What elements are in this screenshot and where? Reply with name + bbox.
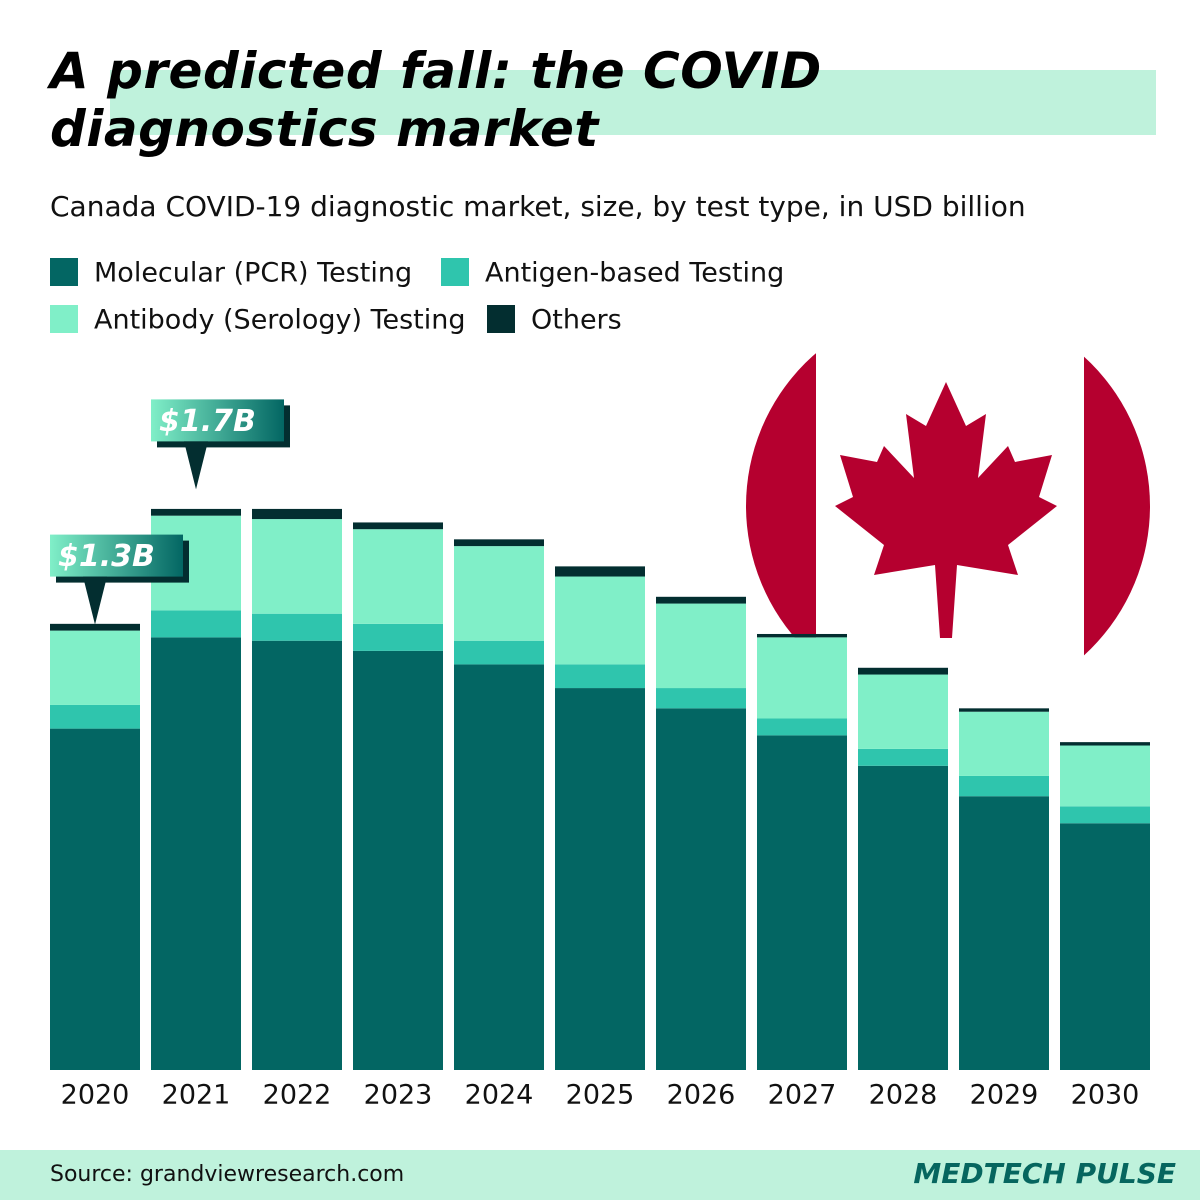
legend-label: Antibody (Serology) Testing <box>94 305 466 336</box>
footer-band <box>0 1150 1200 1200</box>
x-tick-label: 2030 <box>1071 1080 1140 1111</box>
bar-segment <box>858 667 948 675</box>
bar-segment <box>454 546 544 641</box>
bar-segment <box>555 664 645 689</box>
bar-segment <box>757 718 847 736</box>
bar-segment <box>959 775 1049 797</box>
bar-segment <box>656 688 746 709</box>
callout-box <box>50 534 183 577</box>
bar-segment <box>1060 823 1150 1070</box>
callout-label: $1.3B <box>58 539 155 574</box>
bar-segment <box>858 674 948 749</box>
bar-segment <box>252 519 342 614</box>
legend-swatch <box>487 305 515 333</box>
bar-segment <box>656 708 746 1070</box>
legend-swatch <box>441 258 469 286</box>
bar-segment <box>959 708 1049 712</box>
bar-segment <box>959 796 1049 1070</box>
bar-segment <box>1060 742 1150 746</box>
bar-segment <box>50 630 140 705</box>
x-tick-label: 2020 <box>61 1080 130 1111</box>
bar-segment <box>353 529 443 624</box>
x-tick-label: 2024 <box>465 1080 534 1111</box>
x-tick-label: 2021 <box>162 1080 231 1111</box>
callout-label: $1.7B <box>159 404 256 439</box>
bar-segment <box>252 613 342 641</box>
bar-segment <box>252 640 342 1070</box>
bar-segment <box>50 704 140 729</box>
callout-pointer <box>83 576 107 625</box>
legend-label: Antigen-based Testing <box>485 258 784 289</box>
bar-segment <box>353 522 443 530</box>
legend-swatch <box>50 258 78 286</box>
bar-segment <box>656 603 746 689</box>
legend-swatch <box>50 305 78 333</box>
callout-box <box>151 399 284 442</box>
bar-segment <box>151 610 241 638</box>
legend-label: Molecular (PCR) Testing <box>94 258 412 289</box>
x-tick-label: 2022 <box>263 1080 332 1111</box>
title-highlight <box>110 70 1156 135</box>
bar-segment <box>757 633 847 638</box>
bar-segment <box>353 623 443 651</box>
bar-segment <box>454 664 544 1070</box>
chart-subtitle: Canada COVID-19 diagnostic market, size,… <box>50 190 1026 223</box>
x-tick-label: 2023 <box>364 1080 433 1111</box>
bar-segment <box>555 688 645 1070</box>
brand: MEDTECH PULSE <box>913 1157 1176 1190</box>
bar-segment <box>555 576 645 665</box>
bar-segment <box>1060 745 1150 807</box>
bar-segment <box>757 735 847 1070</box>
bar-segment <box>656 596 746 604</box>
bar-segment <box>353 650 443 1070</box>
x-tick-label: 2029 <box>970 1080 1039 1111</box>
bar-segment <box>50 623 140 631</box>
bar-segment <box>959 711 1049 776</box>
bar-segment <box>151 508 241 516</box>
chart-title: A predicted fall: the COVID diagnostics … <box>50 42 822 158</box>
bar-segment <box>454 539 544 547</box>
bar-segment <box>252 508 342 520</box>
bar-segment <box>858 748 948 766</box>
bar-segment <box>151 637 241 1070</box>
bar-segment <box>1060 806 1150 824</box>
callout-pointer <box>184 441 208 490</box>
bar-segment <box>454 640 544 665</box>
source: Source: grandviewresearch.com <box>50 1162 405 1187</box>
bar-segment <box>858 765 948 1070</box>
bar-segment <box>50 728 140 1070</box>
legend-label: Others <box>531 305 622 336</box>
bar-segment <box>757 637 847 719</box>
x-tick-label: 2025 <box>566 1080 635 1111</box>
x-tick-label: 2027 <box>768 1080 837 1111</box>
x-tick-label: 2028 <box>869 1080 938 1111</box>
bar-segment <box>555 566 645 577</box>
x-tick-label: 2026 <box>667 1080 736 1111</box>
